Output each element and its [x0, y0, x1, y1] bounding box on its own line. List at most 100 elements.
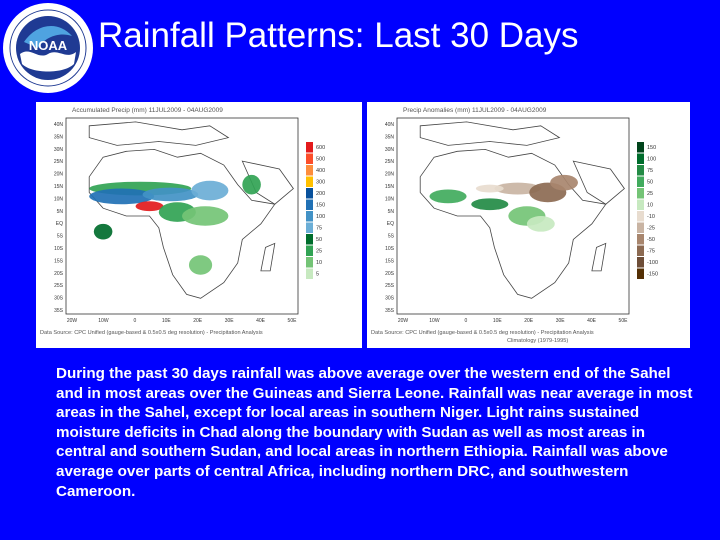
legend-value: 100: [316, 214, 325, 220]
rain-region: [242, 174, 261, 195]
summary-text: During the past 30 days rainfall was abo…: [56, 365, 693, 500]
lat-label: 5N: [388, 209, 395, 215]
lat-label: 20N: [54, 172, 64, 178]
legend-swatch: [306, 199, 313, 210]
lon-label: 40E: [256, 318, 266, 324]
legend-swatch: [637, 142, 644, 153]
lon-label: 10E: [493, 318, 503, 324]
madagascar-outline: [591, 242, 607, 272]
lat-label: 40N: [385, 122, 395, 128]
rain-region: [429, 189, 467, 204]
rain-region: [494, 182, 541, 195]
lat-label: 25N: [385, 159, 395, 165]
lat-label: 30N: [385, 147, 395, 153]
lon-label: 50E: [619, 318, 629, 324]
legend-value: 5: [316, 272, 319, 278]
rain-region: [89, 188, 155, 205]
lat-label: EQ: [56, 221, 63, 227]
map-footer: Data Source: CPC Unified (gauge-based & …: [40, 330, 263, 336]
rain-region: [526, 216, 555, 232]
lat-label: 35S: [54, 308, 64, 314]
noaa-logo: NOAA: [2, 2, 94, 94]
legend-value: -75: [647, 249, 655, 255]
europe-outline: [419, 121, 561, 146]
legend-swatch: [637, 222, 644, 233]
legend-value: 150: [647, 145, 656, 151]
legend-value: -150: [647, 272, 658, 278]
legend-value: 75: [316, 226, 322, 232]
legend-swatch: [637, 176, 644, 187]
lat-label: 30N: [54, 147, 64, 153]
legend-swatch: [306, 176, 313, 187]
lat-label: 15S: [54, 258, 64, 264]
lon-label: 20E: [524, 318, 534, 324]
map-header: Accumulated Precip (mm) 11JUL2009 - 04AU…: [72, 107, 223, 114]
lat-label: 15N: [54, 184, 64, 190]
precip-anomaly-map: Precip Anomalies (mm) 11JUL2009 - 04AUG2…: [367, 102, 690, 348]
legend-swatch: [637, 188, 644, 199]
rain-region: [135, 201, 164, 212]
map-footer-2: Climatology (1979-1995): [507, 338, 568, 344]
rain-region: [182, 206, 229, 226]
arabia-outline: [572, 160, 625, 205]
legend-swatch: [306, 142, 313, 153]
europe-outline: [88, 121, 230, 146]
page-title: Rainfall Patterns: Last 30 Days: [98, 16, 579, 55]
legend-swatch: [637, 257, 644, 268]
lat-label: 40N: [54, 122, 64, 128]
lat-label: 30S: [54, 296, 64, 302]
lon-label: 10W: [98, 318, 109, 324]
lat-label: 20N: [385, 172, 395, 178]
map-footer: Data Source: CPC Unified (gauge-based & …: [371, 330, 594, 336]
lon-label: 20W: [67, 318, 78, 324]
legend-value: 50: [316, 237, 322, 243]
rain-region: [142, 187, 199, 202]
lat-label: EQ: [387, 221, 394, 227]
lon-label: 50E: [288, 318, 298, 324]
legend-swatch: [306, 245, 313, 256]
lat-label: 35N: [385, 134, 395, 140]
legend-value: 75: [647, 168, 653, 174]
legend-value: 500: [316, 157, 325, 163]
lat-label: 35N: [54, 134, 64, 140]
lon-label: 10W: [429, 318, 440, 324]
legend-swatch: [306, 165, 313, 176]
legend-value: 600: [316, 145, 325, 151]
legend-value: 25: [647, 191, 653, 197]
lat-label: 20S: [54, 271, 64, 277]
legend-swatch: [637, 245, 644, 256]
lat-label: 10S: [385, 246, 395, 252]
lat-label: 10N: [54, 196, 64, 202]
legend-swatch: [637, 268, 644, 279]
lon-label: 40E: [587, 318, 597, 324]
lon-label: 30E: [556, 318, 566, 324]
legend-swatch: [637, 153, 644, 164]
lat-label: 15S: [385, 258, 395, 264]
legend-value: 25: [316, 249, 322, 255]
rain-region: [191, 180, 229, 201]
map-header: Precip Anomalies (mm) 11JUL2009 - 04AUG2…: [403, 107, 547, 114]
legend-value: 400: [316, 168, 325, 174]
legend-swatch: [306, 268, 313, 279]
legend-value: 10: [647, 203, 653, 209]
legend-swatch: [306, 234, 313, 245]
accumulated-precip-map: Accumulated Precip (mm) 11JUL2009 - 04AU…: [36, 102, 362, 348]
legend-value: 10: [316, 260, 322, 266]
lon-label: 0: [133, 318, 136, 324]
lat-label: 35S: [385, 308, 395, 314]
lon-label: 10E: [162, 318, 172, 324]
lat-label: 5N: [57, 209, 64, 215]
legend-value: 50: [647, 180, 653, 186]
rain-region: [471, 198, 509, 211]
legend-swatch: [637, 199, 644, 210]
legend-value: 300: [316, 180, 325, 186]
legend-value: -25: [647, 226, 655, 232]
legend-swatch: [637, 165, 644, 176]
lat-label: 25S: [54, 283, 64, 289]
lat-label: 5S: [388, 234, 395, 240]
legend-swatch: [637, 211, 644, 222]
rain-region: [475, 184, 504, 193]
legend-swatch: [306, 211, 313, 222]
lat-label: 25S: [385, 283, 395, 289]
lat-label: 15N: [385, 184, 395, 190]
